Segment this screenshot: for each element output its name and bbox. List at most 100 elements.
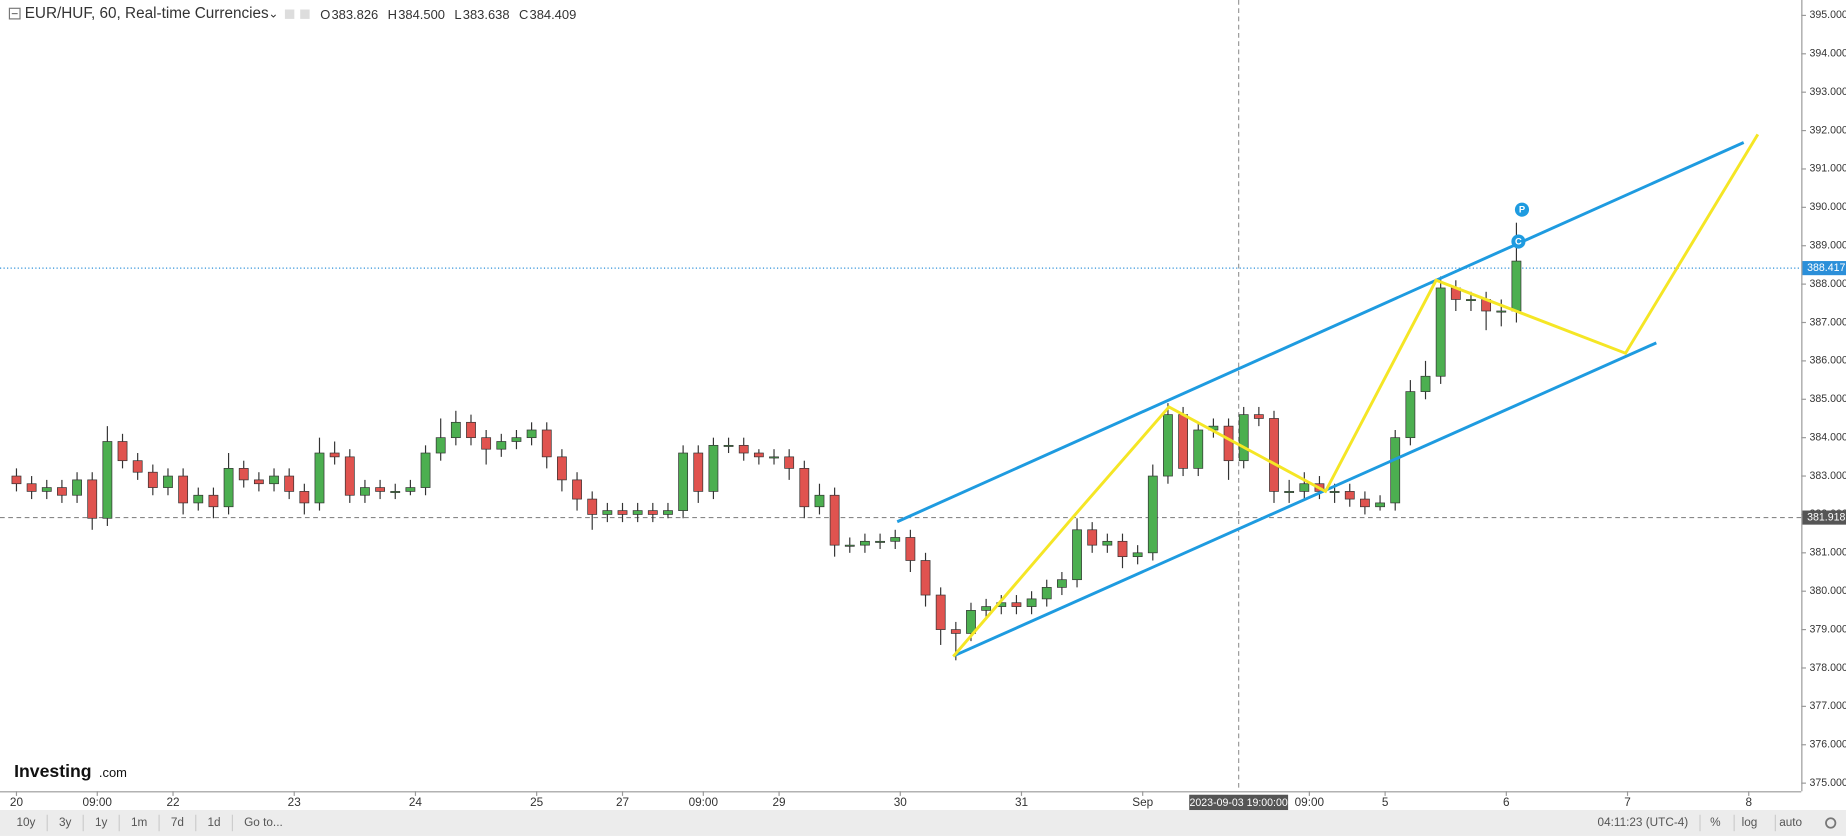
candle-body xyxy=(875,540,885,543)
candle-body xyxy=(1041,587,1052,600)
toolbar-button[interactable]: 1y xyxy=(95,816,108,829)
candle-body xyxy=(617,510,628,515)
candle-body xyxy=(708,444,719,492)
candle-body xyxy=(193,494,204,504)
candle-body xyxy=(1102,540,1113,546)
candle-body xyxy=(435,437,446,454)
candle-body xyxy=(26,483,37,492)
x-tick-label: 30 xyxy=(894,796,908,809)
y-tick-label: 385.000 xyxy=(1810,393,1846,405)
drawing-line xyxy=(952,341,1657,658)
candle-body xyxy=(753,452,764,458)
candle-body xyxy=(1147,475,1158,554)
ohlc: O 383.826 H 384.500 L 383.638 C 384.409 xyxy=(320,7,576,22)
candle-body xyxy=(738,444,749,454)
collapse-icon[interactable] xyxy=(8,7,21,20)
candle-body xyxy=(1056,579,1067,588)
candle-body xyxy=(647,510,658,515)
marker-label: P xyxy=(1519,204,1525,215)
candle-body xyxy=(784,456,795,469)
toolbar-button[interactable]: 10y xyxy=(16,816,35,829)
y-tick-label: 391.000 xyxy=(1810,163,1846,175)
y-tick-label: 390.000 xyxy=(1810,201,1846,213)
candle-body xyxy=(860,540,870,546)
candle-body xyxy=(1132,552,1143,558)
price-label: 388.417 xyxy=(1807,262,1845,274)
candle-body xyxy=(1178,414,1188,469)
candle-body xyxy=(360,487,370,496)
x-tick-label: 29 xyxy=(773,796,786,809)
candle-body xyxy=(1117,540,1128,558)
candle-body xyxy=(723,444,734,447)
candle-body xyxy=(11,475,22,485)
candle-body xyxy=(178,475,189,504)
candle-body xyxy=(572,479,582,500)
y-tick-label: 393.000 xyxy=(1810,86,1846,98)
toolbar-button[interactable]: 1m xyxy=(131,816,148,829)
candle-body xyxy=(1360,498,1370,508)
candle-body xyxy=(1344,491,1355,500)
x-tick-label: 22 xyxy=(166,796,179,809)
candle-body xyxy=(1375,502,1385,508)
x-tick-label: 09:00 xyxy=(1295,796,1325,809)
toolbar-option[interactable]: auto xyxy=(1779,816,1802,829)
candle-body xyxy=(632,510,643,515)
candle-body xyxy=(950,629,961,634)
candle-body xyxy=(450,421,461,439)
x-tick-label: 23 xyxy=(288,796,302,809)
candle-body xyxy=(844,544,855,547)
candle-body xyxy=(1193,429,1204,469)
candle-body xyxy=(132,460,143,473)
toolbar-button[interactable]: Go to... xyxy=(244,816,283,829)
candle-body xyxy=(1511,260,1522,312)
y-tick-label: 379.000 xyxy=(1810,623,1846,635)
toolbar-option[interactable]: log xyxy=(1742,816,1758,829)
price-label: 381.918 xyxy=(1807,511,1845,523)
candle-body xyxy=(541,429,552,458)
candle-body xyxy=(481,437,492,450)
price-label-bg xyxy=(1802,261,1846,276)
candle-body xyxy=(87,479,98,519)
x-tick-label: 20 xyxy=(10,796,24,809)
ohlc-key: L xyxy=(454,7,461,22)
candle-body xyxy=(344,456,355,496)
candle-body xyxy=(587,498,598,515)
toolbar-button[interactable]: 7d xyxy=(171,816,184,829)
x-tick-label: 24 xyxy=(409,796,423,809)
ohlc-key: C xyxy=(519,7,528,22)
y-tick-label: 377.000 xyxy=(1810,700,1846,712)
icon xyxy=(284,9,295,19)
y-tick-label: 395.000 xyxy=(1810,9,1846,21)
settings-icon[interactable] xyxy=(1825,817,1837,829)
candle-body xyxy=(1238,414,1249,462)
toolbar-button[interactable]: 3y xyxy=(59,816,72,829)
candle-body xyxy=(1284,491,1295,493)
candle-body xyxy=(557,456,567,481)
y-tick-label: 378.000 xyxy=(1810,662,1846,674)
candle-body xyxy=(57,487,67,496)
y-tick-label: 384.000 xyxy=(1810,431,1846,443)
drawing-line xyxy=(952,133,1760,658)
candle-body xyxy=(526,429,537,439)
candle-body xyxy=(799,468,810,508)
crosshair-label: 2023-09-03 19:00:00 xyxy=(1190,797,1288,809)
x-tick-label: 25 xyxy=(530,796,544,809)
toolbar-items: 10y 3y 1y 1m 7d 1d Go to... 04:11:23 (UTC-4)% lo… xyxy=(16,814,1837,832)
dropdown-icon[interactable]: ⌄ xyxy=(268,7,278,20)
candle-body xyxy=(905,537,916,561)
candle-body xyxy=(1163,414,1173,477)
candle-body xyxy=(41,487,52,492)
symbol-title: EUR/HUF, 60, Real-time Currencies xyxy=(25,5,269,22)
ohlc-key: O xyxy=(320,7,330,22)
x-tick-label: 09:00 xyxy=(83,796,113,809)
candle-body xyxy=(1223,425,1234,462)
candle-body xyxy=(253,479,264,485)
candle-body xyxy=(314,452,325,504)
toolbar-button[interactable]: 1d xyxy=(208,816,221,829)
candle-body xyxy=(390,491,401,493)
candle-body xyxy=(375,487,385,492)
candle-body xyxy=(102,441,113,519)
toolbar-option[interactable]: % xyxy=(1710,816,1721,829)
